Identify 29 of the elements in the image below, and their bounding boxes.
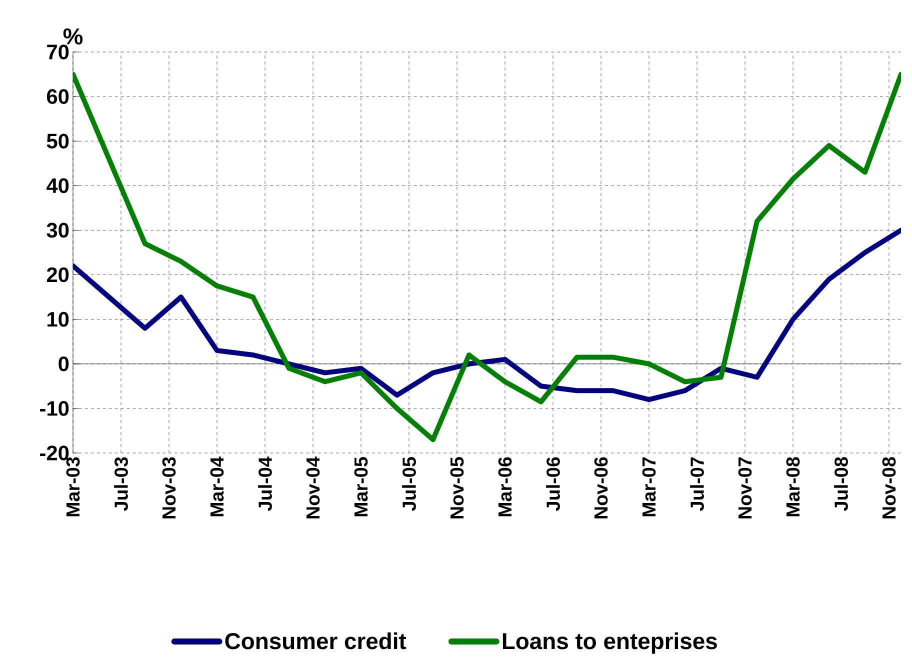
x-tick-label: Nov-04 xyxy=(306,456,320,518)
x-tick-label: Nov-03 xyxy=(162,457,176,518)
y-tick-label: 10 xyxy=(48,312,69,327)
x-tick-label: Nov-05 xyxy=(450,457,464,518)
x-tick-label: Nov-08 xyxy=(882,457,896,518)
y-tick-label: 50 xyxy=(46,134,69,149)
y-tick-label: 40 xyxy=(46,178,69,194)
x-tick-label: Mar-05 xyxy=(354,457,368,516)
y-tick-label: 20 xyxy=(46,267,69,282)
x-tick-label: Jul-05 xyxy=(402,457,416,511)
y-axis-title: % xyxy=(63,28,83,44)
x-tick-label: Jul-07 xyxy=(690,457,704,511)
x-tick-label: Jul-08 xyxy=(834,457,848,511)
x-tick-label: Mar-06 xyxy=(498,457,512,516)
x-tick-label: Nov-07 xyxy=(738,457,752,518)
x-tick-label: Jul-04 xyxy=(258,456,272,511)
x-tick-label: Mar-08 xyxy=(786,457,800,516)
x-tick-label: Mar-04 xyxy=(210,456,224,516)
y-tick-label: 30 xyxy=(46,222,69,238)
x-tick-label: Jul-03 xyxy=(114,457,128,511)
y-tick-label: 70 xyxy=(47,44,69,60)
y-tick-label: -10 xyxy=(40,401,69,416)
legend-label: Loans to enteprises xyxy=(502,632,717,654)
legend-label: Consumer credit xyxy=(225,632,406,650)
x-tick-label: Jul-06 xyxy=(546,457,560,511)
x-tick-label: Nov-06 xyxy=(594,457,608,518)
y-tick-label: 60 xyxy=(46,89,69,104)
y-tick-label: 0 xyxy=(58,356,69,372)
x-tick-label: Mar-07 xyxy=(642,457,656,516)
